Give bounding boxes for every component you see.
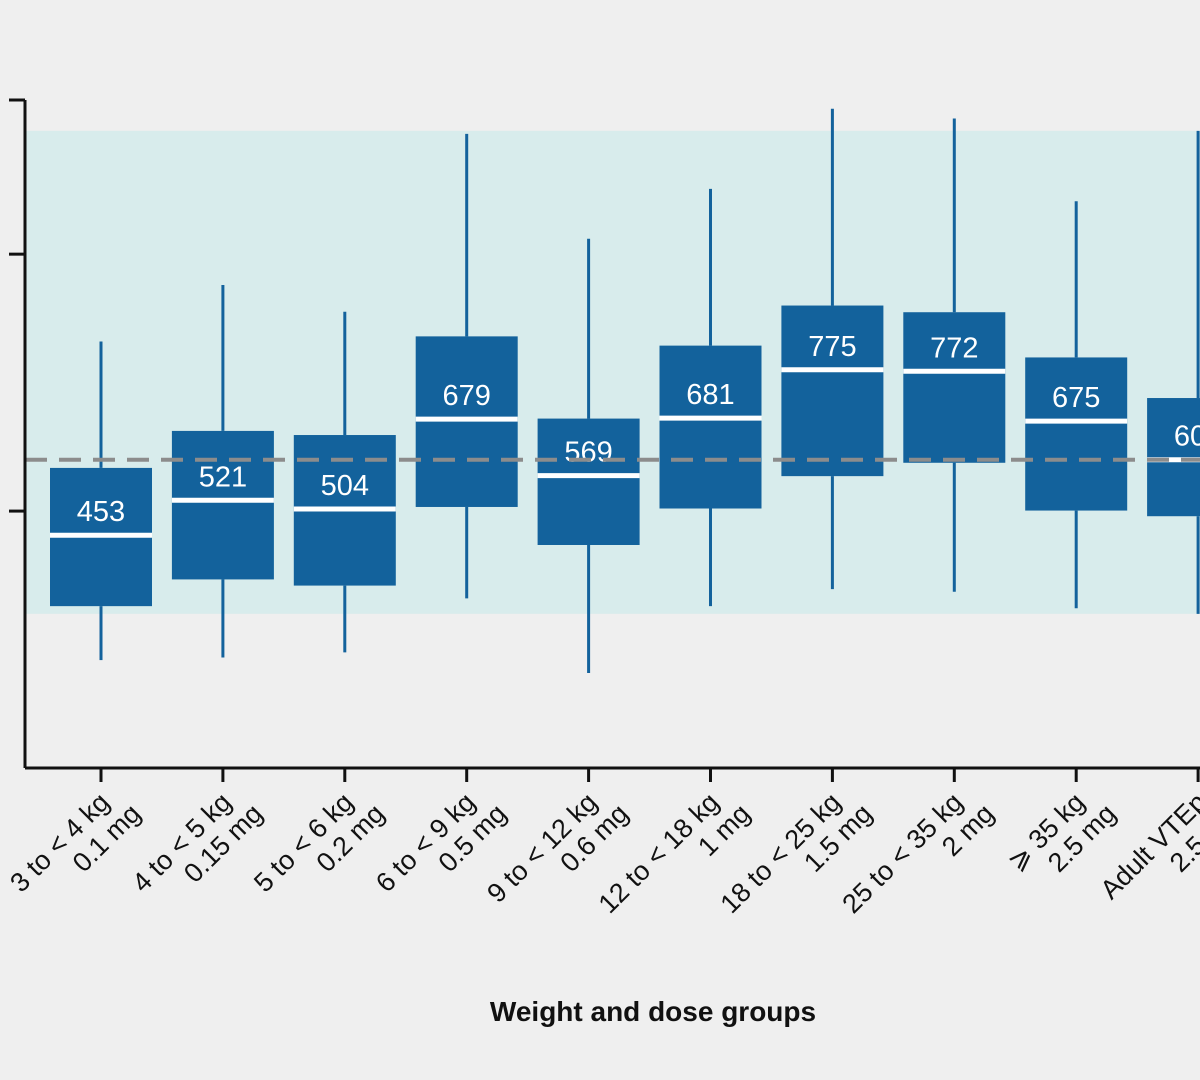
- box-iqr: [171, 430, 274, 580]
- box-iqr: [659, 345, 762, 509]
- median-value-label: 675: [1052, 382, 1100, 414]
- median-value-label: 453: [77, 496, 125, 528]
- median-value-label: 504: [321, 470, 369, 502]
- median-value-label: 772: [930, 332, 978, 364]
- box-iqr: [781, 305, 884, 477]
- x-tick-label-group: 5 to < 6 kg0.2 mg: [248, 787, 390, 898]
- box-iqr: [415, 336, 518, 507]
- x-tick-label-group: 25 to < 35 kg2 mg: [836, 787, 999, 919]
- box-group-9: 675: [1025, 201, 1128, 609]
- box-group-7: 775: [781, 108, 884, 590]
- box-iqr: [1147, 398, 1200, 517]
- box-group-8: 772: [903, 118, 1006, 592]
- median-value-label: 521: [199, 461, 247, 493]
- box-group-5: 569: [537, 238, 640, 673]
- median-value-label: 569: [564, 437, 612, 469]
- box-group-4: 679: [415, 133, 518, 599]
- boxes-layer: 453 521 504 679 569 681 775 772 675 600: [50, 108, 1200, 673]
- median-value-label: 775: [808, 331, 856, 363]
- box-iqr: [537, 418, 640, 545]
- x-tick-label-group: 4 to < 5 kg0.15 mg: [126, 787, 268, 898]
- median-value-label: 681: [686, 379, 734, 411]
- box-group-2: 521: [171, 284, 274, 658]
- x-axis-title: Weight and dose groups: [490, 996, 816, 1027]
- box-iqr: [903, 312, 1006, 463]
- axes-layer: [9, 98, 1200, 770]
- median-value-label: 679: [443, 380, 491, 412]
- median-value-label: 600: [1174, 421, 1200, 453]
- box-iqr: [1025, 357, 1128, 511]
- box-group-1: 453: [50, 341, 152, 661]
- x-tick-label-group: 3 to < 4 kg0.1 mg: [4, 787, 146, 898]
- box-group-10: 600: [1147, 130, 1200, 614]
- box-group-6: 681: [659, 188, 762, 607]
- x-tick-labels-layer: 3 to < 4 kg0.1 mg4 to < 5 kg0.15 mg5 to …: [4, 768, 1200, 919]
